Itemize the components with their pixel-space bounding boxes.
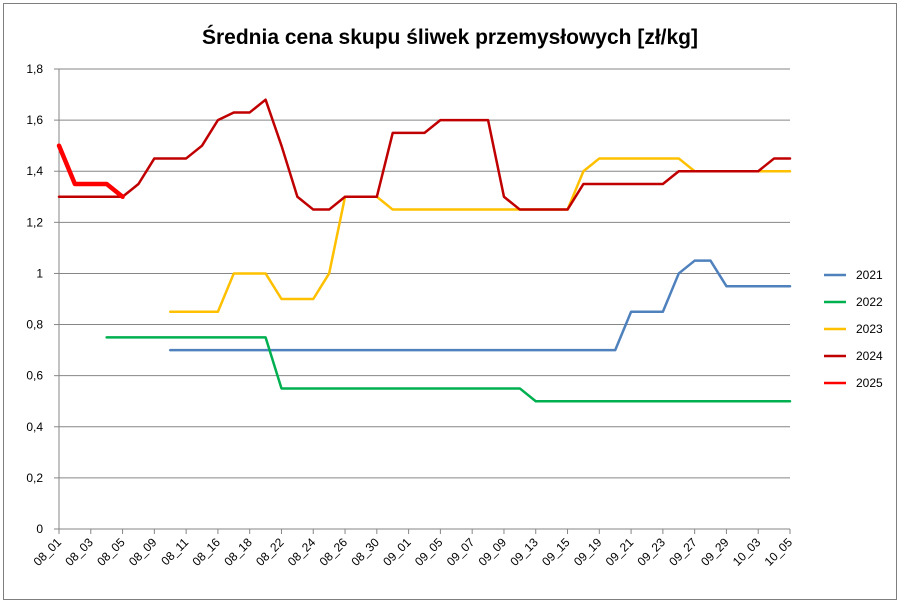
legend: 2021 2022 2023 2024 2025 xyxy=(824,268,883,390)
y-axis-tick-labels: 0 0,2 0,4 0,6 0,8 1 1,2 1,4 1,6 1,8 xyxy=(26,62,43,536)
x-tick-label: 08_16 xyxy=(190,535,224,569)
chart-frame: Średnia cena skupu śliwek przemysłowych … xyxy=(3,3,897,600)
legend-item-2022: 2022 xyxy=(824,295,883,309)
series-2023 xyxy=(168,157,792,314)
x-tick-label: 08_09 xyxy=(126,535,160,569)
gridlines xyxy=(59,68,790,479)
x-tick-label: 09_05 xyxy=(412,535,446,569)
x-tick-label: 09_15 xyxy=(539,535,573,569)
y-tick-label: 0,4 xyxy=(26,420,43,434)
x-tick-label: 09_09 xyxy=(476,535,510,569)
axes xyxy=(54,68,791,534)
legend-item-2023: 2023 xyxy=(824,322,883,336)
y-tick-label: 0,8 xyxy=(26,318,43,332)
y-tick-label: 0 xyxy=(36,522,43,536)
x-tick-label: 09_23 xyxy=(634,535,668,569)
data-series xyxy=(56,98,792,403)
x-axis-tick-labels: 08_0108_0308_0508_0908_1108_1608_1808_22… xyxy=(31,535,796,569)
legend-label: 2024 xyxy=(856,349,883,363)
legend-item-2024: 2024 xyxy=(824,349,883,363)
y-tick-label: 1,6 xyxy=(26,113,43,127)
series-line-2024 xyxy=(57,98,792,211)
y-tick-label: 0,6 xyxy=(26,369,43,383)
x-tick-label: 08_24 xyxy=(285,535,319,569)
y-tick-label: 1,8 xyxy=(26,62,43,76)
x-tick-label: 10_03 xyxy=(730,535,764,569)
x-tick-label: 08_03 xyxy=(62,535,96,569)
series-2025 xyxy=(56,143,125,200)
legend-item-2025: 2025 xyxy=(824,376,883,390)
x-tick-label: 09_27 xyxy=(666,535,700,569)
chart-title: Średnia cena skupu śliwek przemysłowych … xyxy=(202,25,698,49)
legend-label: 2021 xyxy=(856,268,883,282)
y-tick-label: 1,2 xyxy=(26,215,43,229)
series-line-2022 xyxy=(105,336,792,403)
x-tick-label: 09_21 xyxy=(603,535,637,569)
legend-label: 2023 xyxy=(856,322,883,336)
legend-item-2021: 2021 xyxy=(824,268,883,282)
x-tick-label: 09_01 xyxy=(380,535,414,569)
x-tick-label: 10_05 xyxy=(762,535,796,569)
x-tick-label: 09_19 xyxy=(571,535,605,569)
series-line-2025 xyxy=(56,143,125,200)
y-tick-label: 1,4 xyxy=(26,164,43,178)
x-tick-label: 08_01 xyxy=(31,535,65,569)
x-tick-label: 09_29 xyxy=(698,535,732,569)
x-tick-label: 08_18 xyxy=(221,535,255,569)
series-2022 xyxy=(105,336,792,403)
x-tick-label: 09_13 xyxy=(507,535,541,569)
x-tick-label: 08_22 xyxy=(253,535,287,569)
x-tick-label: 08_26 xyxy=(317,535,351,569)
x-tick-label: 09_07 xyxy=(444,535,478,569)
series-2021 xyxy=(168,259,792,352)
legend-label: 2022 xyxy=(856,295,883,309)
series-line-2023 xyxy=(168,157,792,314)
series-line-2021 xyxy=(168,259,792,352)
x-tick-label: 08_05 xyxy=(94,535,128,569)
y-tick-label: 1 xyxy=(36,266,43,280)
x-tick-label: 08_30 xyxy=(348,535,382,569)
legend-label: 2025 xyxy=(856,376,883,390)
line-chart: Średnia cena skupu śliwek przemysłowych … xyxy=(26,25,883,569)
x-tick-label: 08_11 xyxy=(158,535,191,568)
series-2024 xyxy=(57,98,792,211)
y-tick-label: 0,2 xyxy=(26,471,43,485)
